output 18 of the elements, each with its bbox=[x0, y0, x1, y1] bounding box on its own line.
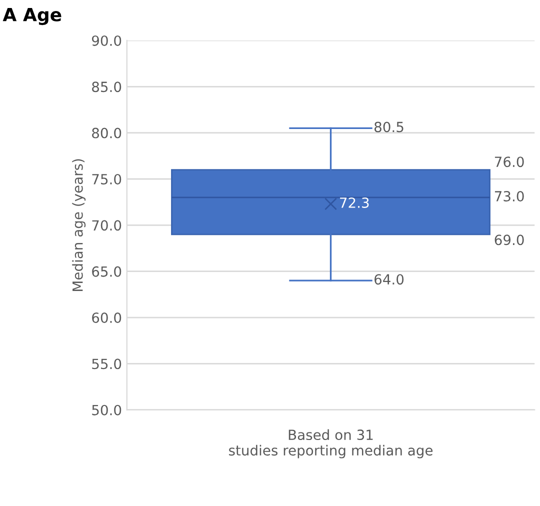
y-tick-label: 75.0 bbox=[92, 174, 122, 184]
y-tick-label: 50.0 bbox=[92, 404, 122, 416]
y-tick-label: 65.0 bbox=[92, 266, 122, 277]
y-tick-label: 55.0 bbox=[92, 358, 122, 370]
y-tick-label: 85.0 bbox=[92, 82, 122, 92]
y-tick-label: 80.0 bbox=[92, 128, 122, 138]
text: 76.0 bbox=[494, 156, 524, 168]
text: 64.0 bbox=[374, 274, 404, 285]
y-tick-label: 70.0 bbox=[92, 220, 122, 231]
chart-title: A Age bbox=[2, 8, 62, 26]
text: 72.3 bbox=[340, 197, 369, 208]
y-axis-title: Median age (years) bbox=[72, 159, 86, 291]
text: 69.0 bbox=[494, 234, 524, 246]
y-tick-label: 60.0 bbox=[92, 312, 122, 323]
text: 73.0 bbox=[494, 190, 524, 202]
x-tick-label: Based on 31 studies reporting median age bbox=[229, 429, 433, 458]
y-tick-label: 90.0 bbox=[92, 35, 122, 46]
text: 80.5 bbox=[374, 122, 404, 132]
